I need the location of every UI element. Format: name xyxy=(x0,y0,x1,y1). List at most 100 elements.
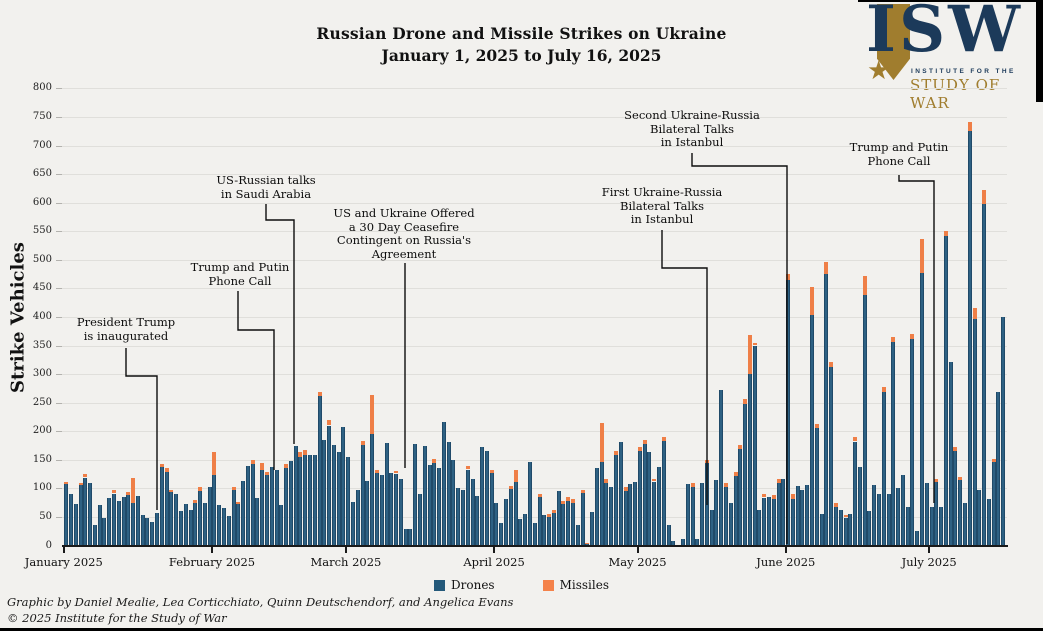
bar-drones xyxy=(394,473,399,546)
bar-missiles xyxy=(231,486,236,491)
bar-missiles xyxy=(953,446,958,451)
bar-drones xyxy=(967,131,972,546)
bar-drones xyxy=(585,544,590,546)
bar-drones xyxy=(939,507,944,546)
bar-missiles xyxy=(738,444,743,449)
logo-institute-line: INSTITUTE FOR THE xyxy=(911,68,1016,75)
bar-drones xyxy=(174,494,179,546)
bar-drones xyxy=(427,464,432,546)
y-tick-label: 350 xyxy=(32,339,52,351)
bar-drones xyxy=(389,472,394,546)
y-tick-label: 500 xyxy=(32,253,52,265)
bar-drones xyxy=(594,468,599,546)
bar-missiles xyxy=(432,459,437,464)
bar-missiles xyxy=(637,446,642,451)
bar-drones xyxy=(494,503,499,546)
gridline xyxy=(62,88,1007,90)
bar-missiles xyxy=(810,287,815,315)
bar-missiles xyxy=(891,336,896,342)
y-tick-mark xyxy=(56,88,62,90)
bar-missiles xyxy=(943,231,948,236)
bar-drones xyxy=(260,470,265,546)
bar-drones xyxy=(489,472,494,546)
bar-drones xyxy=(88,483,93,546)
bar-drones xyxy=(231,490,236,546)
gridline xyxy=(62,402,1007,404)
bar-missiles xyxy=(78,482,83,485)
gridline xyxy=(62,288,1007,290)
gridline xyxy=(62,516,1007,518)
bar-drones xyxy=(881,391,886,546)
bar-drones xyxy=(193,502,198,546)
chart-title: Russian Drone and Missile Strikes on Ukr… xyxy=(316,24,727,43)
bar-missiles xyxy=(786,274,791,280)
bar-drones xyxy=(527,461,532,546)
bar-missiles xyxy=(704,459,709,464)
bar-drones xyxy=(446,441,451,546)
bar-drones xyxy=(461,490,466,546)
bar-drones xyxy=(265,475,269,546)
bar-drones xyxy=(551,512,556,546)
gridline xyxy=(62,202,1007,204)
bar-missiles xyxy=(958,476,963,481)
x-tick-mark xyxy=(928,547,931,553)
bar-drones xyxy=(355,489,360,546)
bar-drones xyxy=(97,504,102,546)
bar-missiles xyxy=(298,452,303,457)
bar-drones xyxy=(207,486,212,546)
bar-drones xyxy=(513,482,518,546)
bar-drones xyxy=(336,451,341,546)
bar-drones xyxy=(771,498,776,546)
bar-drones xyxy=(623,490,628,546)
annotation-ceasefire-offer: US and Ukraine Offered a 30 Day Ceasefire… xyxy=(333,206,475,261)
y-tick-label: 750 xyxy=(32,110,52,122)
bar-missiles xyxy=(551,510,556,513)
bar-missiles xyxy=(198,487,203,491)
bar-drones xyxy=(953,450,958,546)
gridline xyxy=(62,259,1007,261)
bar-drones xyxy=(795,486,800,546)
logo-study-line: STUDY OF WAR xyxy=(910,76,1001,112)
x-tick-mark xyxy=(211,547,213,553)
gridline xyxy=(62,145,1007,147)
bar-drones xyxy=(107,497,112,546)
bar-drones xyxy=(73,503,78,546)
bar-drones xyxy=(188,510,193,546)
bar-drones xyxy=(719,389,724,546)
bar-missiles xyxy=(776,478,781,484)
bar-missiles xyxy=(991,458,996,463)
bar-drones xyxy=(704,463,709,546)
bar-missiles xyxy=(508,486,513,489)
bar-missiles xyxy=(394,470,399,474)
bar-drones xyxy=(977,489,982,546)
bar-missiles xyxy=(733,471,738,476)
bar-missiles xyxy=(833,503,838,508)
bar-drones xyxy=(64,483,69,546)
y-tick-mark xyxy=(56,516,62,518)
bar-drones xyxy=(480,447,485,546)
bar-drones xyxy=(843,517,848,546)
x-tick-mark xyxy=(62,547,65,553)
bar-drones xyxy=(112,493,116,546)
y-tick-mark xyxy=(56,431,62,433)
bar-drones xyxy=(800,489,805,546)
bar-drones xyxy=(279,504,284,546)
y-tick-label: 650 xyxy=(32,168,52,180)
y-tick-mark xyxy=(56,459,62,461)
bar-drones xyxy=(838,510,843,546)
bar-drones xyxy=(666,524,671,546)
bar-drones xyxy=(403,528,408,546)
bar-drones xyxy=(126,495,131,546)
bar-missiles xyxy=(614,450,618,455)
bar-missiles xyxy=(193,499,198,503)
bar-drones xyxy=(709,510,714,546)
bar-drones xyxy=(723,486,728,546)
bar-drones xyxy=(370,433,375,546)
y-tick-label: 200 xyxy=(32,425,52,437)
bar-drones xyxy=(408,528,413,546)
bar-drones xyxy=(547,516,552,546)
y-tick-mark xyxy=(56,402,62,404)
bar-drones xyxy=(518,519,523,546)
bar-drones xyxy=(456,488,461,546)
bar-missiles xyxy=(790,494,795,499)
